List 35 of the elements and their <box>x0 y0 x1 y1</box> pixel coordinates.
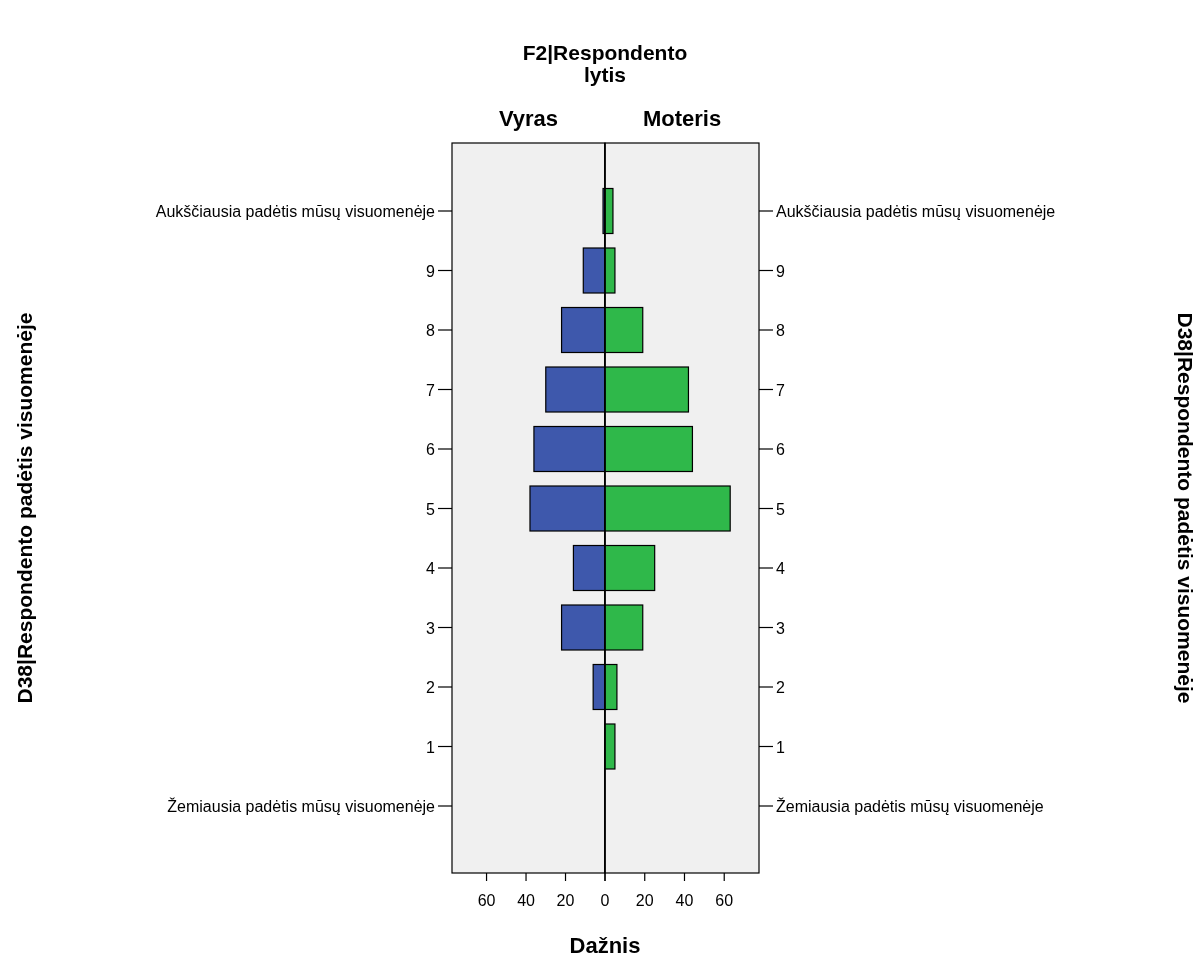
y-tick-label: 9 <box>776 262 785 280</box>
y-tick-label: 6 <box>776 441 785 458</box>
y-tick-label: 1 <box>426 738 436 756</box>
y-tick-label: 4 <box>426 560 436 577</box>
chart-title: Vyras <box>498 106 559 131</box>
x-tick-label: 20 <box>556 892 575 909</box>
y-tick-label: 2 <box>426 679 436 696</box>
x-axis-title: Dažnis <box>569 933 641 958</box>
y-tick-label: 3 <box>776 619 785 637</box>
chart-title: Moteris <box>642 106 722 131</box>
x-tick-label: 60 <box>477 892 496 909</box>
y-tick-label: 8 <box>426 322 436 339</box>
y-tick-label: Žemiausia padėtis mūsų visuomenėje <box>776 797 1044 815</box>
y-tick-label: Aukščiausia padėtis mūsų visuomenėje <box>776 203 1056 220</box>
x-tick-label: 40 <box>675 892 694 909</box>
y-tick-label: 2 <box>776 679 785 696</box>
y-tick-label: 7 <box>426 381 436 399</box>
y-tick-label: Aukščiausia padėtis mūsų visuomenėje <box>155 203 436 220</box>
y-tick-label: Žemiausia padėtis mūsų visuomenėje <box>167 797 436 815</box>
y-tick-label: 8 <box>776 322 785 339</box>
y2-axis-title: D38|Respondento padėtis visuomenėje <box>1174 312 1197 704</box>
x-tick-label: 60 <box>715 892 734 909</box>
y-tick-label: 1 <box>776 738 785 756</box>
y-tick-label: 9 <box>426 262 436 280</box>
text: F2|Respondento lytis <box>522 41 688 86</box>
x-tick-label: 20 <box>635 892 654 909</box>
x-tick-label: 0 <box>600 892 610 909</box>
y-tick-label: 5 <box>776 500 785 518</box>
y-tick-label: 4 <box>776 560 785 577</box>
y-axis-title: D38|Respondento padėtis visuomenėje <box>13 312 36 704</box>
y-tick-label: 6 <box>426 441 436 458</box>
y-tick-label: 7 <box>776 381 785 399</box>
y-tick-label: 3 <box>426 619 436 637</box>
x-tick-label: 40 <box>517 892 536 909</box>
y-tick-label: 5 <box>426 500 436 518</box>
